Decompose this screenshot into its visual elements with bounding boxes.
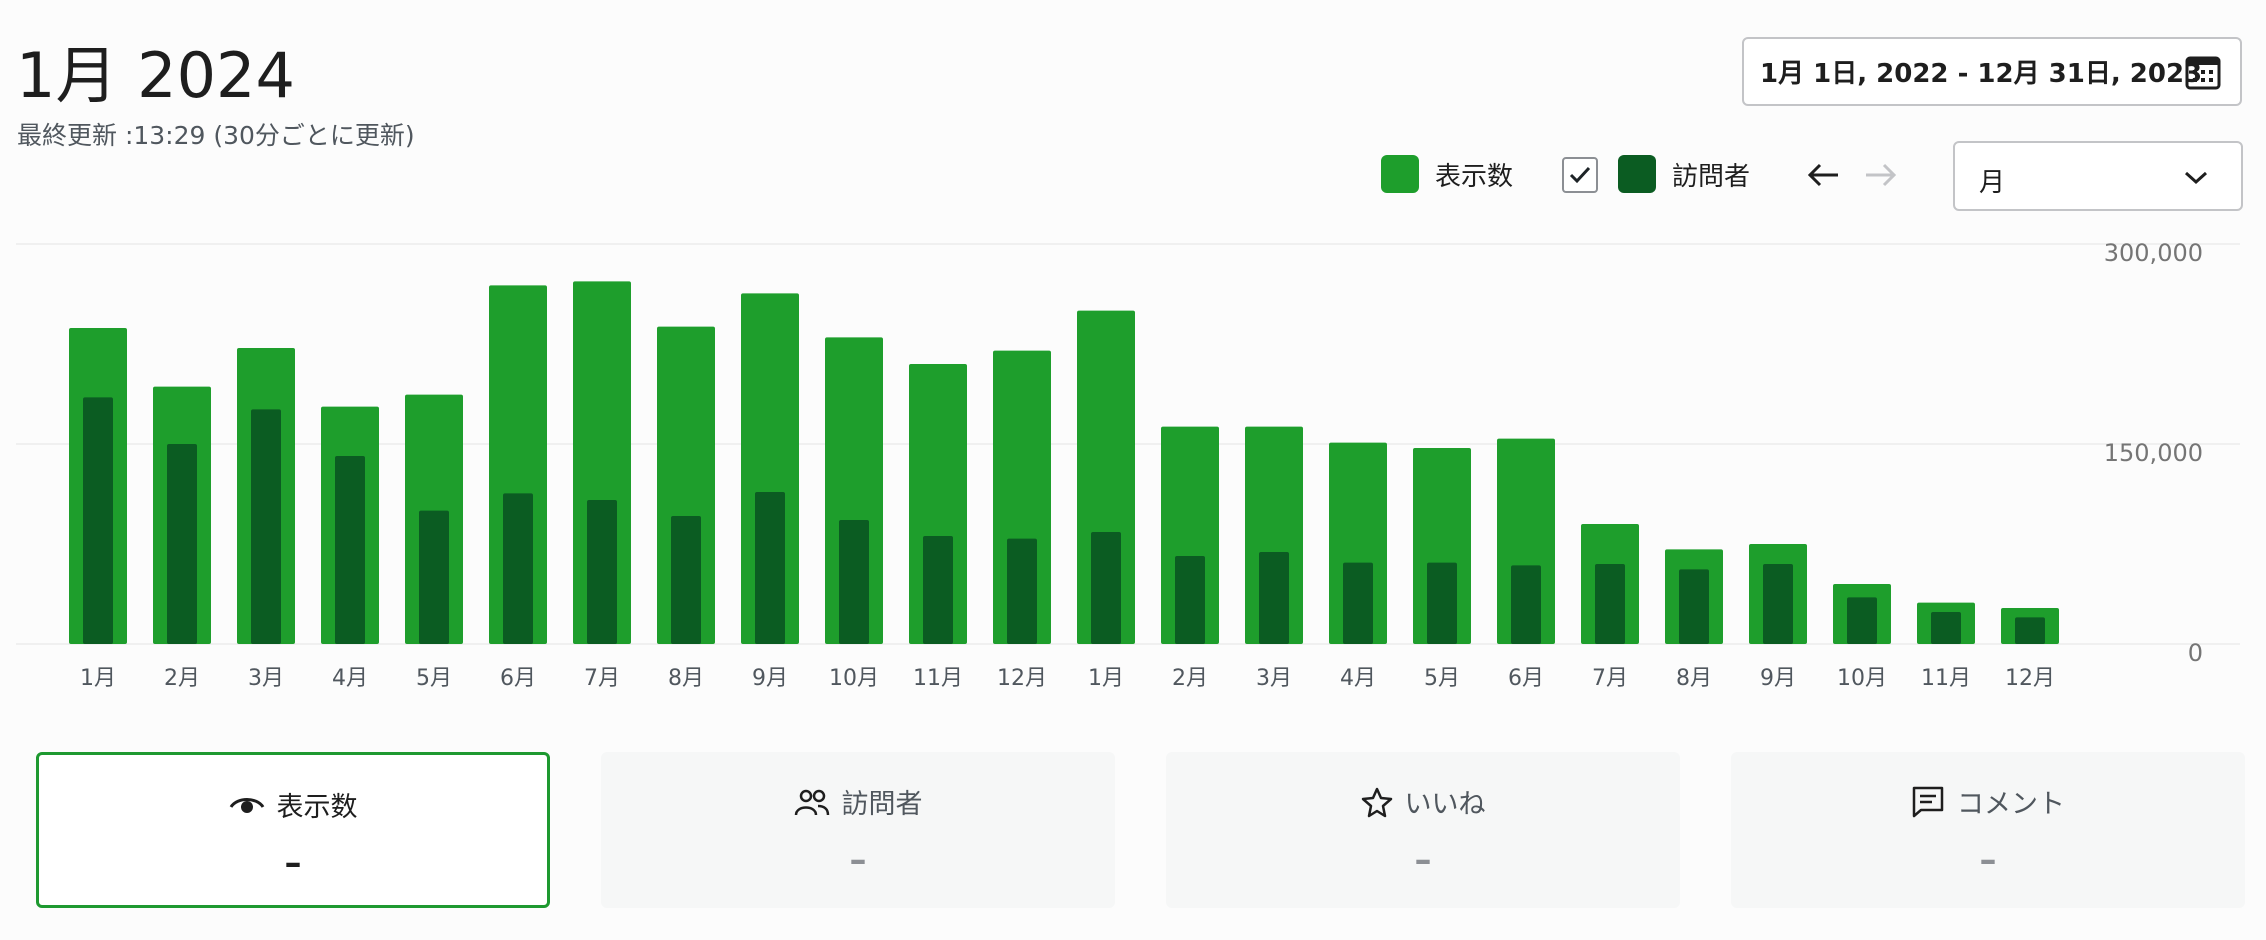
stat-card-value: – [1414, 840, 1432, 880]
stat-card-likes[interactable]: いいね – [1166, 752, 1680, 908]
y-tick-label: 150,000 [2104, 439, 2203, 467]
x-tick-label: 3月 [1256, 666, 1292, 691]
bar-visitors[interactable] [1259, 552, 1289, 644]
bar-visitors[interactable] [1343, 562, 1373, 644]
date-range-label: 1月 1日, 2022 - 12月 31日, 2023 [1760, 59, 2203, 89]
comment-icon [1912, 786, 1944, 817]
bar-visitors[interactable] [1931, 612, 1961, 644]
stat-card-comments[interactable]: コメント – [1731, 752, 2245, 908]
bar-visitors[interactable] [1763, 564, 1793, 644]
stat-card-value: – [1979, 840, 1997, 880]
stat-card-views[interactable]: 表示数 – [36, 752, 550, 908]
bar-visitors[interactable] [167, 444, 197, 644]
y-tick-label: 0 [2188, 639, 2203, 667]
arrow-left-icon[interactable] [1804, 155, 1844, 195]
people-icon [794, 789, 829, 815]
stat-card-value: – [849, 840, 867, 880]
x-tick-label: 10月 [829, 666, 879, 691]
x-tick-label: 1月 [80, 666, 116, 691]
bar-visitors[interactable] [1511, 565, 1541, 644]
calendar-icon [2185, 56, 2221, 90]
bar-visitors[interactable] [2015, 617, 2045, 644]
bar-visitors[interactable] [83, 397, 113, 644]
period-select[interactable]: 月 [1953, 141, 2243, 211]
bar-visitors[interactable] [335, 456, 365, 644]
bar-visitors[interactable] [587, 500, 617, 644]
bar-visitors[interactable] [755, 492, 785, 644]
checkmark-icon [1569, 166, 1591, 184]
x-tick-label: 11月 [913, 666, 963, 691]
y-tick-label: 300,000 [2104, 239, 2203, 267]
bar-visitors[interactable] [1007, 538, 1037, 644]
x-tick-label: 6月 [1508, 666, 1544, 691]
legend-views: 表示数 [1381, 155, 1513, 193]
date-range-button[interactable]: 1月 1日, 2022 - 12月 31日, 2023 [1742, 37, 2242, 106]
bar-visitors[interactable] [251, 409, 281, 644]
x-tick-label: 4月 [332, 666, 368, 691]
x-tick-label: 9月 [1760, 666, 1796, 691]
x-tick-label: 7月 [584, 666, 620, 691]
stat-card-label: いいね [1404, 789, 1486, 820]
x-tick-label: 12月 [997, 666, 1047, 691]
arrow-right-icon[interactable] [1860, 155, 1900, 195]
x-tick-label: 3月 [248, 666, 284, 691]
x-tick-label: 1月 [1088, 666, 1124, 691]
legend-views-label: 表示数 [1435, 161, 1514, 192]
bar-visitors[interactable] [419, 510, 449, 644]
legend-visitors: 訪問者 [1618, 155, 1750, 193]
visitors-toggle-checkbox[interactable] [1562, 157, 1598, 193]
x-tick-label: 6月 [500, 666, 536, 691]
x-tick-label: 2月 [164, 666, 200, 691]
bar-visitors[interactable] [1091, 532, 1121, 644]
bar-visitors[interactable] [1679, 569, 1709, 644]
x-tick-label: 2月 [1172, 666, 1208, 691]
x-tick-label: 12月 [2005, 666, 2055, 691]
bar-visitors[interactable] [1847, 597, 1877, 644]
x-tick-label: 9月 [752, 666, 788, 691]
page-title: 1月 2024 [16, 39, 295, 112]
stat-card-label: 訪問者 [841, 789, 923, 820]
chevron-down-icon [2184, 171, 2208, 185]
x-tick-label: 4月 [1340, 666, 1376, 691]
period-select-value: 月 [1979, 168, 2006, 198]
x-tick-label: 10月 [1837, 666, 1887, 691]
last-updated-text: 最終更新 :13:29 (30分ごとに更新) [17, 121, 415, 150]
visitors-swatch [1618, 155, 1656, 193]
stat-card-visitors[interactable]: 訪問者 – [601, 752, 1115, 908]
bar-visitors[interactable] [671, 516, 701, 644]
x-tick-label: 5月 [1424, 666, 1460, 691]
x-tick-label: 11月 [1921, 666, 1971, 691]
bar-visitors[interactable] [839, 520, 869, 644]
bar-visitors[interactable] [503, 493, 533, 644]
legend-visitors-label: 訪問者 [1672, 161, 1751, 192]
stat-card-value: – [284, 843, 302, 883]
x-tick-label: 5月 [416, 666, 452, 691]
eye-icon [229, 797, 264, 813]
x-tick-label: 7月 [1592, 666, 1628, 691]
x-tick-label: 8月 [1676, 666, 1712, 691]
stat-card-label: 表示数 [276, 792, 358, 823]
star-icon [1361, 787, 1392, 817]
views-swatch [1381, 155, 1419, 193]
bar-visitors[interactable] [923, 536, 953, 644]
bar-visitors[interactable] [1595, 564, 1625, 644]
bar-chart: 1月 2月 3月 4月 5月 6月 7月 8月 9月 10月 11月 12月 1月 2月 3月 4月 5月 6月 7… [16, 239, 2240, 691]
stat-card-label: コメント [1957, 789, 2065, 820]
bar-visitors[interactable] [1427, 562, 1457, 644]
x-tick-label: 8月 [668, 666, 704, 691]
bar-visitors[interactable] [1175, 556, 1205, 644]
